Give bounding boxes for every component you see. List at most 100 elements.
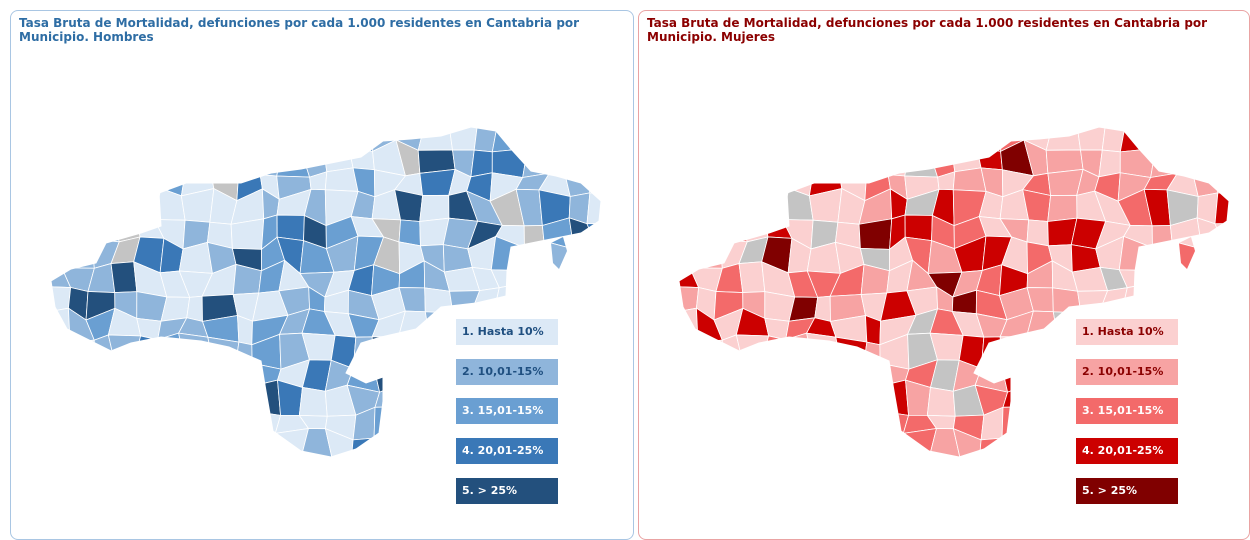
municipality: [106, 142, 139, 176]
municipality: [448, 127, 478, 151]
municipality: [679, 163, 698, 196]
municipality: [586, 148, 601, 176]
municipality: [424, 311, 455, 337]
municipality: [51, 163, 70, 196]
municipality: [759, 355, 796, 391]
municipality: [819, 462, 841, 484]
municipality: [182, 145, 213, 178]
municipality: [83, 127, 119, 150]
municipality: [298, 128, 333, 147]
municipality: [63, 175, 89, 196]
municipality: [760, 415, 797, 436]
municipality: [596, 413, 601, 441]
municipality: [687, 238, 723, 269]
municipality: [1197, 431, 1228, 457]
municipality: [67, 430, 96, 457]
municipality: [190, 433, 211, 457]
municipality: [298, 386, 328, 417]
municipality: [162, 355, 185, 391]
municipality: [589, 360, 601, 387]
municipality: [904, 144, 939, 178]
municipality: [140, 427, 169, 457]
legend-item: 1. Hasta 10%: [456, 319, 558, 345]
municipality: [818, 433, 839, 457]
municipality: [373, 368, 406, 393]
municipality: [131, 355, 168, 391]
municipality: [1047, 194, 1078, 222]
municipality: [137, 127, 157, 151]
municipality: [1001, 368, 1034, 393]
municipality: [419, 194, 450, 222]
municipality: [1003, 452, 1031, 457]
municipality: [588, 260, 601, 293]
municipality: [611, 333, 634, 361]
municipality: [784, 381, 816, 417]
municipality: [687, 384, 722, 419]
municipality: [926, 386, 956, 417]
municipality: [1214, 223, 1229, 246]
municipality: [612, 241, 634, 261]
municipality: [58, 412, 96, 439]
municipality: [679, 191, 699, 223]
municipality: [690, 453, 715, 457]
municipality: [679, 342, 699, 361]
municipality: [398, 335, 430, 371]
municipality: [1241, 314, 1250, 344]
municipality: [696, 188, 719, 224]
municipalities: [679, 127, 1250, 484]
municipality: [758, 146, 793, 176]
municipality: [710, 188, 740, 224]
municipality: [691, 148, 717, 177]
municipality: [1217, 360, 1229, 387]
municipality: [230, 218, 265, 250]
municipality: [1243, 409, 1250, 431]
municipality: [110, 261, 138, 293]
municipality: [133, 379, 168, 418]
municipality: [1192, 291, 1220, 314]
municipality: [1216, 291, 1229, 322]
municipality: [109, 360, 140, 385]
municipality: [999, 336, 1034, 371]
municipality: [564, 312, 591, 343]
municipality: [301, 459, 333, 483]
municipality: [814, 403, 845, 441]
municipality: [619, 457, 634, 487]
legend-item: 3. 15,01-15%: [1076, 398, 1178, 424]
municipality: [403, 367, 424, 393]
municipality: [258, 127, 284, 151]
municipality: [976, 127, 1004, 152]
municipality: [952, 167, 987, 192]
municipality: [396, 452, 424, 457]
municipality: [855, 408, 886, 431]
municipality: [68, 188, 91, 224]
municipality: [563, 140, 588, 176]
municipality: [929, 459, 961, 483]
municipality: [717, 211, 748, 243]
municipality: [564, 291, 592, 314]
municipality: [1240, 241, 1250, 261]
municipality: [422, 429, 456, 457]
municipality: [761, 379, 796, 418]
municipality: [155, 145, 186, 175]
municipality: [856, 362, 885, 394]
municipality: [51, 150, 65, 178]
municipality: [563, 456, 593, 457]
municipality: [279, 459, 303, 483]
municipality: [615, 409, 634, 431]
municipality: [679, 356, 690, 392]
legend-item: 5. > 25%: [456, 478, 558, 504]
municipality: [59, 238, 95, 269]
municipality: [810, 127, 838, 154]
municipality: [513, 269, 543, 290]
region-outline: [50, 126, 602, 458]
municipality: [810, 357, 842, 394]
municipality: [566, 384, 598, 415]
municipality: [228, 127, 261, 151]
municipality: [679, 414, 697, 440]
municipality: [611, 361, 634, 394]
municipality: [588, 240, 601, 269]
municipality: [109, 379, 140, 418]
municipality: [679, 437, 698, 456]
municipality: [783, 145, 814, 175]
municipality: [1213, 456, 1229, 457]
